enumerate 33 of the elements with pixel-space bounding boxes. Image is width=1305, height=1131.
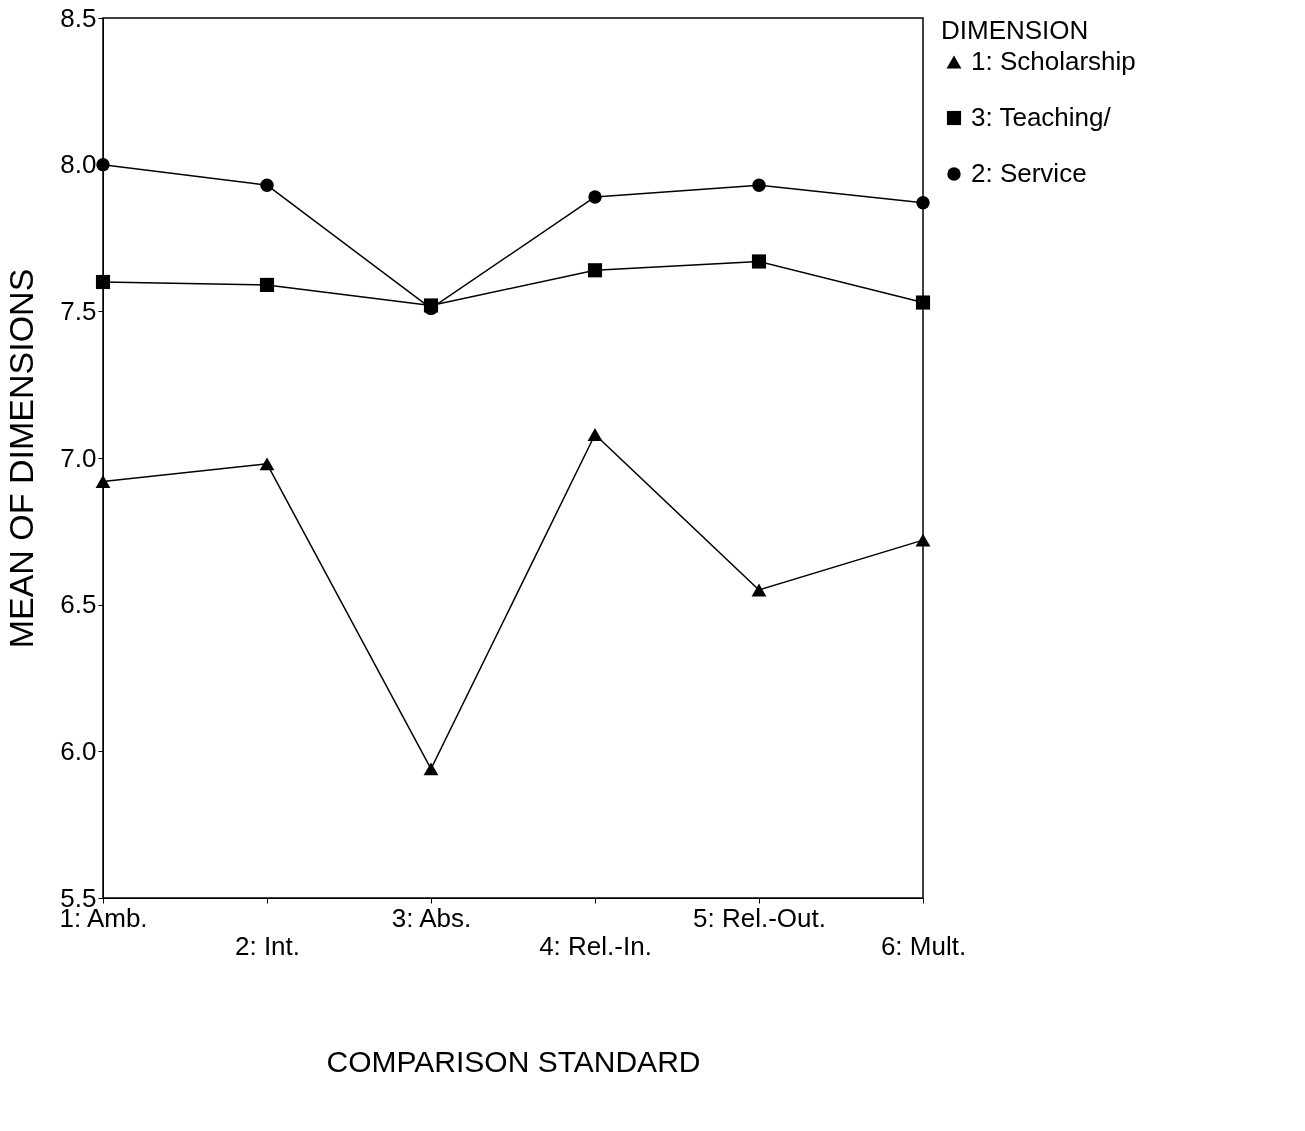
- point: [915, 295, 931, 310]
- point: [259, 457, 275, 471]
- x-tick-label: 2: Int.: [234, 930, 301, 961]
- point: [587, 428, 603, 441]
- x-tick-label: 6: Mult.: [880, 930, 967, 961]
- legend-title: DIMENSION: [941, 15, 1089, 45]
- point: [588, 190, 602, 204]
- point: [95, 274, 111, 290]
- point: [95, 475, 111, 488]
- y-tick-label: 7.5: [60, 295, 97, 326]
- legend-label: 3: Teaching/: [971, 102, 1112, 132]
- legend-label: 1: Scholarship: [971, 46, 1136, 76]
- point: [752, 178, 766, 192]
- point: [751, 254, 767, 269]
- x-axis-title: COMPARISON STANDARD: [326, 1044, 701, 1078]
- x-tick-label: 3: Abs.: [391, 902, 472, 933]
- y-axis-title: MEAN OF DIMENSIONS: [2, 268, 41, 649]
- x-tick-label: 4: Rel.-In.: [539, 930, 652, 961]
- point: [916, 196, 930, 210]
- y-tick-label: 7.0: [60, 442, 97, 473]
- point: [423, 762, 439, 776]
- point: [96, 157, 110, 172]
- point: [259, 277, 275, 292]
- point: [260, 178, 274, 192]
- point: [751, 583, 767, 597]
- y-tick-label: 8.5: [60, 2, 97, 33]
- point: [915, 533, 931, 547]
- y-tick-label: 6.0: [60, 735, 97, 766]
- point: [587, 263, 603, 278]
- y-tick-label: 6.5: [60, 589, 97, 620]
- x-tick-label: 5: Rel.-Out.: [693, 902, 826, 933]
- y-tick-label: 8.0: [60, 149, 97, 180]
- legend-label: 2: Service: [971, 158, 1087, 188]
